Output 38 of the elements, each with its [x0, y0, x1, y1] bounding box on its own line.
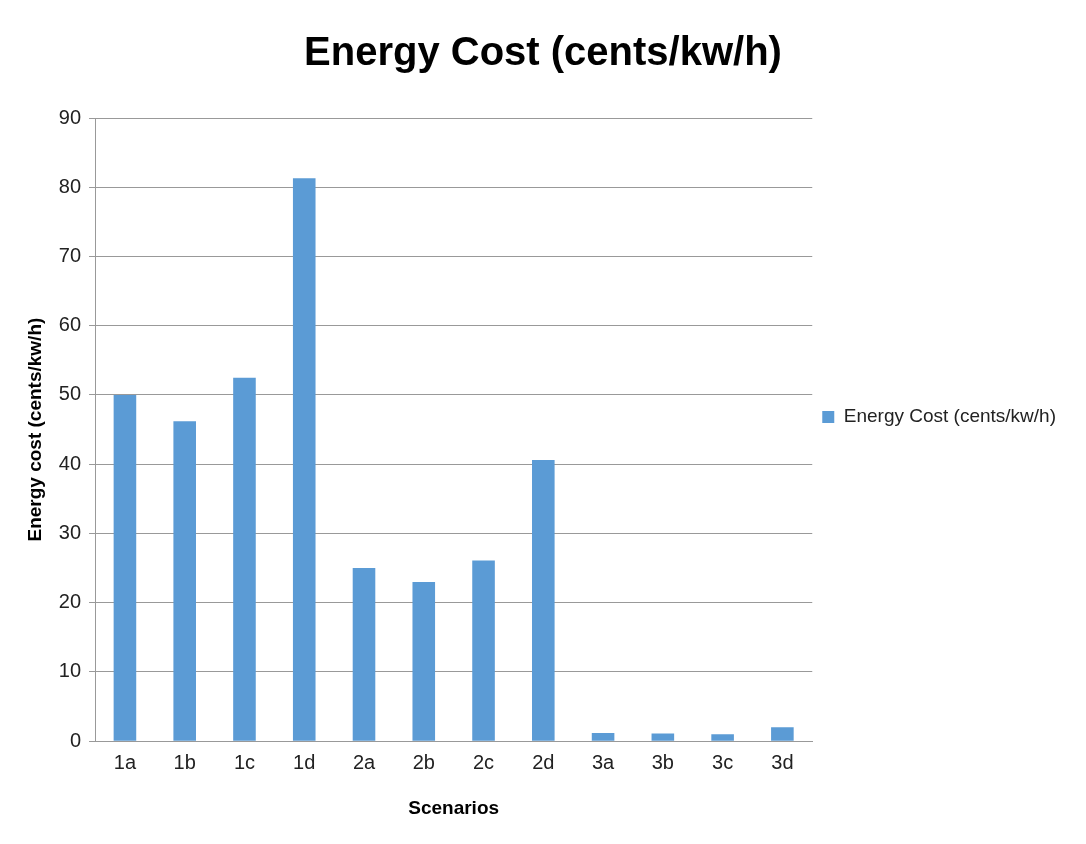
y-tick-label: 50 [58, 382, 82, 405]
x-tick-label: 1c [233, 750, 256, 773]
y-tick-label: 80 [58, 174, 82, 197]
y-tick-label: 70 [58, 244, 82, 266]
y-tick-label: 0 [69, 728, 82, 751]
chart-title: Energy Cost (cents/kw/h) [304, 29, 782, 74]
bar [651, 733, 675, 741]
y-tick-label: 20 [58, 590, 82, 613]
bar [532, 460, 555, 741]
x-tick-label: 1b [173, 750, 196, 773]
bar [173, 421, 196, 741]
bar [292, 178, 316, 741]
bar [113, 394, 137, 741]
x-tick-label: 1d [293, 750, 316, 773]
bar [591, 732, 615, 741]
y-tick-label: 40 [58, 451, 82, 474]
x-tick-label: 2a [352, 750, 376, 773]
legend-label: Energy Cost (cents/kw/h) [843, 405, 1057, 427]
bar [771, 727, 794, 741]
x-tick-label: 3d [771, 750, 794, 773]
x-tick-label: 2d [532, 750, 555, 773]
y-axis-title: Energy cost (cents/kw/h) [23, 317, 45, 542]
x-tick-label: 3b [651, 750, 674, 773]
y-tick-label: 60 [58, 313, 82, 336]
bar [711, 734, 734, 741]
x-tick-label: 3a [591, 750, 616, 773]
y-tick-label: 10 [58, 659, 82, 682]
x-tick-label: 2c [472, 750, 495, 773]
x-tick-label: 1a [113, 750, 137, 773]
x-axis-title: Scenarios [408, 796, 500, 818]
bar [412, 581, 436, 741]
y-tick-label: 90 [58, 105, 82, 128]
bar [352, 568, 376, 741]
bar [472, 560, 495, 741]
x-tick-label: 3c [712, 750, 734, 773]
y-tick-label: 30 [58, 520, 82, 543]
x-tick-label: 2b [412, 750, 435, 773]
bar [233, 377, 256, 741]
